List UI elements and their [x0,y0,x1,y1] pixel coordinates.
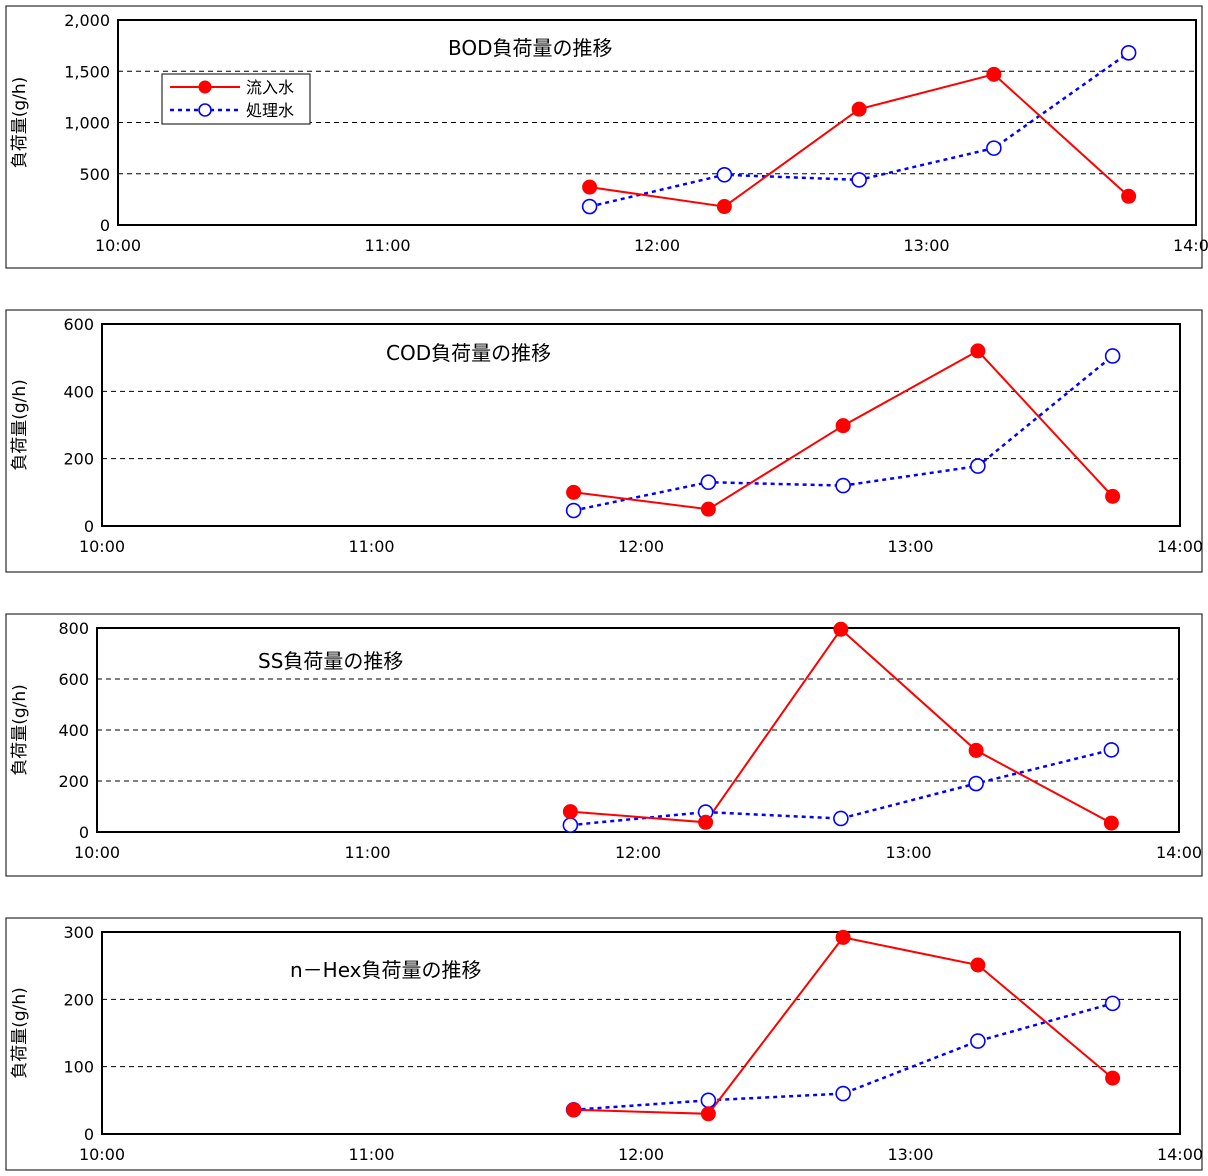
x-tick-label: 10:00 [74,843,120,862]
y-tick-label: 500 [79,165,110,184]
data-point-inflow [836,419,850,433]
x-tick-label: 14:00 [1157,537,1203,556]
x-tick-label: 12:00 [615,843,661,862]
y-tick-label: 2,000 [64,11,110,30]
data-point-inflow [701,1107,715,1121]
data-point-inflow [969,743,983,757]
data-point-inflow [699,815,713,829]
y-tick-label: 0 [84,517,94,536]
data-point-inflow [583,180,597,194]
x-tick-label: 13:00 [903,236,949,255]
y-tick-label: 400 [63,382,94,401]
legend-marker-treated [199,104,211,116]
chart-outer-frame [6,918,1202,1170]
x-tick-label: 13:00 [887,1145,933,1164]
x-tick-label: 14:00 [1173,236,1208,255]
data-point-treated [834,811,848,825]
y-tick-label: 200 [63,450,94,469]
y-tick-label: 200 [58,772,89,791]
y-tick-label: 600 [58,670,89,689]
data-point-inflow [567,1103,581,1117]
data-point-inflow [834,622,848,636]
data-point-inflow [1106,489,1120,503]
data-point-inflow [971,958,985,972]
data-point-treated [701,1093,715,1107]
data-point-inflow [1122,189,1136,203]
x-tick-label: 12:00 [618,537,664,556]
chart-outer-frame [6,310,1202,572]
data-point-treated [969,777,983,791]
data-point-inflow [717,200,731,214]
y-tick-label: 100 [63,1058,94,1077]
data-point-inflow [701,502,715,516]
chart-panel-2: 0 200 400 600 10:00 11:00 12:00 13:00 14:00 負荷量(g… [6,310,1203,572]
y-tick-label: 400 [58,721,89,740]
y-tick-label: 800 [58,619,89,638]
data-point-inflow [971,344,985,358]
data-point-treated [717,168,731,182]
data-point-treated [836,479,850,493]
y-axis-label: 負荷量(g/h) [10,77,30,169]
data-point-treated [971,1034,985,1048]
data-point-treated [852,173,866,187]
y-tick-label: 1,000 [64,114,110,133]
chart-title: n－Hex負荷量の推移 [290,958,482,982]
y-tick-label: 1,500 [64,62,110,81]
data-point-inflow [1104,816,1118,830]
data-point-treated [563,818,577,832]
x-tick-label: 11:00 [348,537,394,556]
chart-title: COD負荷量の推移 [386,341,551,365]
y-axis-label: 負荷量(g/h) [10,987,30,1079]
chart-title: BOD負荷量の推移 [448,36,613,60]
data-point-inflow [1106,1071,1120,1085]
data-point-treated [701,475,715,489]
data-point-treated [583,200,597,214]
data-point-inflow [987,67,1001,81]
chart-title: SS負荷量の推移 [258,649,403,673]
x-tick-label: 13:00 [887,537,933,556]
data-point-inflow [563,805,577,819]
x-tick-label: 13:00 [885,843,931,862]
data-point-inflow [836,930,850,944]
y-tick-label: 300 [63,923,94,942]
chart-panel-4: 0 100 200 300 10:00 11:00 12:00 13:00 14:00 負荷量(g… [6,918,1203,1170]
data-point-treated [1104,743,1118,757]
data-point-treated [1122,46,1136,60]
x-tick-label: 14:00 [1157,1145,1203,1164]
legend-label-treated: 処理水 [246,101,294,120]
data-point-treated [1106,996,1120,1010]
x-tick-label: 14:00 [1156,843,1202,862]
y-axis-label: 負荷量(g/h) [10,379,30,471]
chart-panel-1: 0 500 1,000 1,500 2,000 10:00 11:00 12:00 13:00 1… [6,6,1208,268]
data-point-inflow [567,485,581,499]
y-tick-label: 0 [79,823,89,842]
chart-outer-frame [6,614,1202,876]
data-point-treated [567,504,581,518]
data-point-treated [987,141,1001,155]
x-tick-label: 10:00 [95,236,141,255]
y-tick-label: 0 [100,216,110,235]
legend-label-inflow: 流入水 [246,78,294,97]
x-tick-label: 10:00 [79,537,125,556]
legend-marker-inflow [199,81,211,93]
x-tick-label: 12:00 [634,236,680,255]
data-point-treated [971,459,985,473]
data-point-treated [836,1087,850,1101]
chart-panel-3: 0 200 400 600 800 10:00 11:00 12:00 13:00 14:00 負荷… [6,614,1202,876]
y-tick-label: 200 [63,990,94,1009]
y-axis-label: 負荷量(g/h) [10,684,30,776]
y-tick-label: 600 [63,315,94,334]
x-tick-label: 12:00 [618,1145,664,1164]
x-tick-label: 11:00 [348,1145,394,1164]
x-tick-label: 10:00 [79,1145,125,1164]
x-tick-label: 11:00 [364,236,410,255]
x-tick-label: 11:00 [344,843,390,862]
data-point-treated [1106,349,1120,363]
y-tick-label: 0 [84,1125,94,1144]
data-point-inflow [852,102,866,116]
